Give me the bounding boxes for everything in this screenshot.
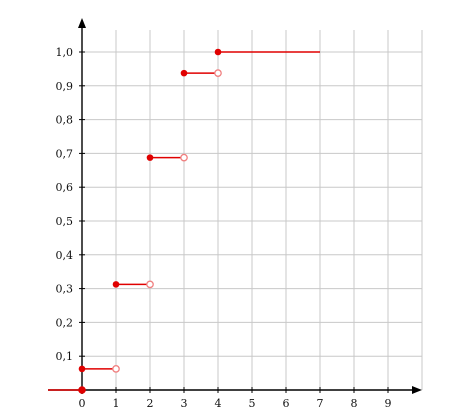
open-endpoint-marker [180, 153, 188, 162]
y-tick-label: 0,5 [56, 215, 74, 228]
x-axis-arrowhead [412, 386, 422, 394]
x-tick-label: 5 [249, 397, 256, 410]
y-tick-label: 0,4 [56, 249, 74, 262]
closed-endpoint-marker [214, 48, 222, 56]
axes [48, 18, 422, 394]
x-tick-label: 3 [181, 397, 188, 410]
tick-labels: 0 1 2 3 4 5 6 7 8 9 0,1 0,2 0,3 0,4 0,5 0,6 0,7 0,8 0,9 1,0 [56, 46, 392, 410]
x-tick-label: 4 [215, 397, 222, 410]
x-tick-label: 0 [79, 397, 86, 410]
y-axis-arrowhead [78, 18, 86, 28]
y-tick-label: 0,1 [56, 350, 74, 363]
closed-endpoint-marker [146, 154, 154, 161]
x-tick-label: 2 [147, 397, 154, 410]
x-tick-label: 9 [385, 397, 392, 410]
y-tick-label: 0,7 [56, 147, 74, 160]
y-tick-label: 0,9 [56, 80, 74, 93]
closed-endpoint-marker [78, 365, 86, 373]
closed-endpoint-marker [180, 69, 188, 77]
y-tick-label: 0,3 [56, 283, 74, 296]
grid [82, 30, 423, 390]
x-tick-label: 6 [283, 397, 290, 410]
open-endpoint-marker [214, 69, 222, 77]
open-endpoint-marker [112, 365, 120, 373]
step-series [48, 48, 320, 394]
y-tick-label: 0,2 [56, 316, 74, 329]
closed-endpoint-marker [112, 281, 120, 288]
x-tick-label: 8 [351, 397, 358, 410]
open-endpoint-marker [146, 280, 154, 289]
y-tick-label: 0,6 [56, 181, 74, 194]
x-tick-label: 7 [317, 397, 324, 410]
y-tick-label: 1,0 [56, 46, 74, 59]
y-tick-label: 0,8 [56, 114, 74, 127]
data-point-marker [78, 386, 86, 394]
x-tick-label: 1 [113, 397, 120, 410]
